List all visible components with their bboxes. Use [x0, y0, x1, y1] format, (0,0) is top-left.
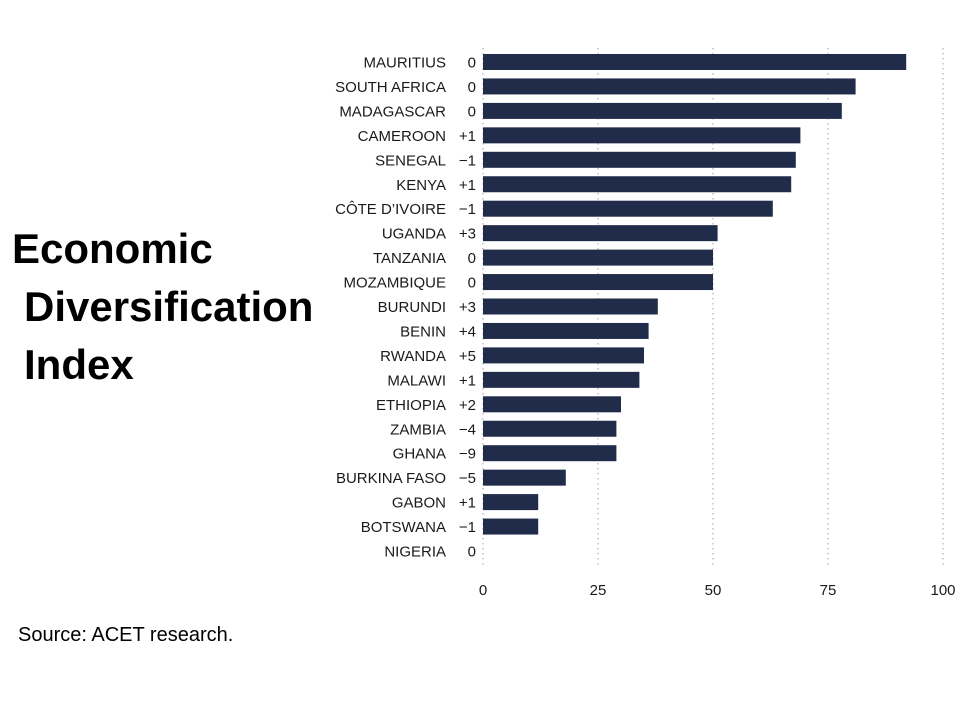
- x-tick-label: 0: [479, 582, 487, 599]
- bar: [483, 518, 539, 535]
- title-line-1: Economic: [12, 225, 213, 272]
- rank-change-label: −9: [459, 446, 476, 463]
- x-tick-label: 50: [705, 582, 722, 599]
- rank-change-label: +2: [459, 397, 476, 414]
- bar: [483, 176, 792, 193]
- rank-change-label: 0: [468, 55, 476, 72]
- bar: [483, 225, 718, 242]
- rank-change-label: +3: [459, 299, 476, 316]
- country-label: KENYA: [396, 177, 446, 194]
- country-label: MADAGASCAR: [339, 103, 446, 120]
- bar: [483, 54, 907, 70]
- country-label: ETHIOPIA: [376, 397, 446, 414]
- rank-change-label: −1: [459, 152, 476, 169]
- country-label: UGANDA: [382, 226, 446, 243]
- country-label: RWANDA: [380, 348, 446, 365]
- rank-change-label: +1: [459, 177, 476, 194]
- country-label: BURUNDI: [378, 299, 446, 316]
- rank-change-label: 0: [468, 250, 476, 267]
- country-label: TANZANIA: [373, 250, 446, 267]
- bar: [483, 78, 856, 95]
- rank-change-label: +4: [459, 323, 476, 340]
- rank-change-label: 0: [468, 544, 476, 561]
- rank-change-label: +5: [459, 348, 476, 365]
- country-label: SOUTH AFRICA: [335, 79, 446, 96]
- country-label: BENIN: [400, 323, 446, 340]
- country-label: CÔTE D’IVOIRE: [335, 201, 446, 218]
- country-label: SENEGAL: [375, 152, 446, 169]
- bar: [483, 494, 539, 511]
- x-tick-label: 100: [930, 582, 955, 599]
- rank-change-label: −1: [459, 519, 476, 536]
- bar: [483, 445, 617, 462]
- bar: [483, 151, 796, 168]
- country-label: GABON: [392, 495, 446, 512]
- rank-change-label: 0: [468, 103, 476, 120]
- bar: [483, 200, 773, 217]
- country-label: ZAMBIA: [390, 421, 446, 438]
- x-tick-label: 75: [820, 582, 837, 599]
- rank-change-label: 0: [468, 79, 476, 96]
- source-note: Source: ACET research.: [18, 624, 234, 646]
- country-label: MOZAMBIQUE: [343, 275, 446, 292]
- country-label: BURKINA FASO: [336, 470, 446, 487]
- bar: [483, 102, 842, 119]
- rank-change-label: 0: [468, 275, 476, 292]
- rank-change-label: −5: [459, 470, 476, 487]
- country-label: BOTSWANA: [361, 519, 446, 536]
- bar: [483, 298, 658, 315]
- rank-change-label: +1: [459, 495, 476, 512]
- bar: [483, 420, 617, 437]
- x-tick-label: 25: [590, 582, 607, 599]
- title-line-3: Index: [24, 341, 134, 388]
- rank-change-label: +1: [459, 372, 476, 389]
- country-label: MALAWI: [387, 372, 446, 389]
- bar: [483, 249, 713, 266]
- country-label: MAURITIUS: [364, 55, 447, 72]
- bar: [483, 371, 640, 388]
- bar: [483, 274, 713, 291]
- bar: [483, 347, 644, 364]
- bar: [483, 322, 649, 339]
- rank-change-label: −4: [459, 421, 476, 438]
- rank-change-label: +1: [459, 128, 476, 145]
- bar: [483, 469, 566, 486]
- bar: [483, 396, 621, 413]
- country-label: CAMEROON: [358, 128, 446, 145]
- title-line-2: Diversification: [24, 283, 314, 330]
- rank-change-label: +3: [459, 226, 476, 243]
- bar: [483, 127, 801, 144]
- rank-change-label: −1: [459, 201, 476, 218]
- country-label: NIGERIA: [384, 544, 446, 561]
- country-label: GHANA: [393, 446, 446, 463]
